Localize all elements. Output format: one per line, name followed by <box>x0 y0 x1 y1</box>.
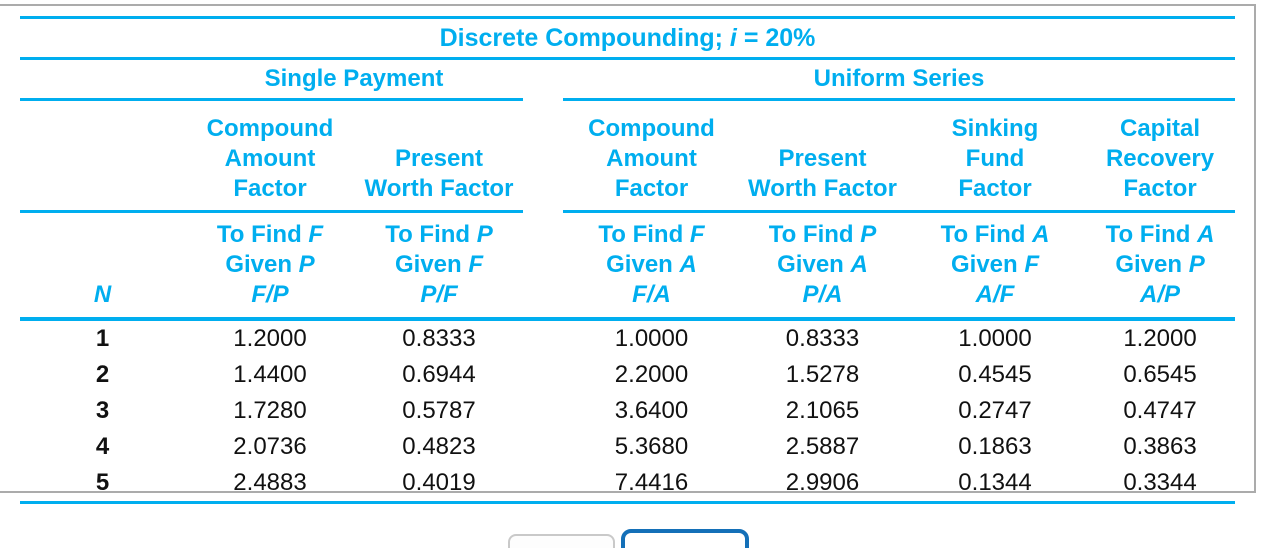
column-header-ap: Capital Recovery Factor <box>1085 99 1236 213</box>
table-cell: 7.4416 <box>614 469 689 496</box>
table-cell: 2.0736 <box>233 433 307 460</box>
gap-cell <box>523 357 563 393</box>
primary-button[interactable] <box>621 529 749 548</box>
table-cell: 2.1065 <box>785 397 860 424</box>
gap-cell <box>523 59 563 100</box>
interest-factor-table: Discrete Compounding; i = 20% Single Pay… <box>20 16 1236 504</box>
table-cell: 0.6545 <box>1123 361 1197 388</box>
gap-cell <box>523 212 563 320</box>
table-cell: 2.9906 <box>785 469 860 496</box>
table-cell: 0.2747 <box>958 397 1032 424</box>
table-cell: 0.8333 <box>785 325 860 352</box>
table-cell: 0.4823 <box>402 433 476 460</box>
table-cell: 3.6400 <box>614 397 689 424</box>
table-title: Discrete Compounding; i = 20% <box>20 16 1236 60</box>
table-cell: 1 <box>95 325 110 352</box>
table-cell: 4 <box>95 433 110 460</box>
table-row: 4 2.0736 0.4823 5.3680 2.5887 0.1863 0.3… <box>20 429 1235 465</box>
table-row: 2 1.4400 0.6944 2.2000 1.5278 0.4545 0.6… <box>20 357 1235 393</box>
column-header-n: N <box>93 281 112 308</box>
table-cell: 1.2000 <box>233 325 307 352</box>
table-cell: 0.4747 <box>1123 397 1197 424</box>
table-row: N To Find F Given P F/P To Find P Given F P/… <box>20 212 1236 320</box>
table-cell: 0.1344 <box>958 469 1032 496</box>
gap-cell <box>523 393 563 429</box>
table-cell: 0.6944 <box>402 361 476 388</box>
table-cell: 0.4545 <box>958 361 1032 388</box>
table-cell: 5 <box>95 469 110 496</box>
gap-cell <box>523 429 563 465</box>
usage-header-af: To Find A Given F A/F <box>940 221 1050 308</box>
usage-header-pa: To Find P Given A P/A <box>768 221 877 308</box>
table-cell: 1.2000 <box>1123 325 1197 352</box>
table-row: 5 2.4883 0.4019 7.4416 2.9906 0.1344 0.3… <box>20 465 1236 503</box>
column-header-pa: Present Worth Factor <box>740 99 905 213</box>
table-row: Discrete Compounding; i = 20% <box>20 16 1236 60</box>
table-cell: 2.2000 <box>614 361 689 388</box>
usage-header-fa: To Find F Given A F/A <box>598 221 705 308</box>
table-row: Single Payment Uniform Series <box>20 58 1236 101</box>
table-cell: 0.3344 <box>1123 469 1197 496</box>
group-header-single-payment: Single Payment <box>185 58 523 101</box>
table-cell: 0.8333 <box>402 325 476 352</box>
usage-header-ap: To Find A Given P A/P <box>1105 221 1215 308</box>
column-header-fa: Compound Amount Factor <box>563 99 740 213</box>
table-cell: 0.4019 <box>402 469 476 496</box>
group-header-uniform-series: Uniform Series <box>563 58 1236 101</box>
gap-cell <box>523 465 563 503</box>
gap-cell <box>523 100 563 212</box>
table-cell: 1.0000 <box>958 325 1032 352</box>
table-cell: 1.4400 <box>233 361 307 388</box>
table-row: 1 1.2000 0.8333 1.0000 0.8333 1.0000 1.2… <box>20 319 1235 357</box>
table-cell: 0.1863 <box>958 433 1032 460</box>
table-cell: 1.5278 <box>785 361 860 388</box>
secondary-button[interactable] <box>508 534 615 548</box>
table-cell: 3 <box>95 397 110 424</box>
table-cell: 1.7280 <box>233 397 307 424</box>
table-cell: 1.0000 <box>614 325 689 352</box>
gap-cell <box>523 319 563 357</box>
table-cell: 0.5787 <box>402 397 476 424</box>
column-header-fp: Compound Amount Factor <box>185 99 355 213</box>
table-cell: 5.3680 <box>614 433 689 460</box>
table-row: 3 1.7280 0.5787 3.6400 2.1065 0.2747 0.4… <box>20 393 1235 429</box>
table-cell: 2.5887 <box>785 433 860 460</box>
usage-header-pf: To Find P Given F P/F <box>385 221 493 308</box>
column-header-af: Sinking Fund Factor <box>905 99 1085 213</box>
table-row: Compound Amount Factor Present Worth Fac… <box>20 99 1236 213</box>
table-cell: 2 <box>95 361 110 388</box>
factor-table-panel: Discrete Compounding; i = 20% Single Pay… <box>0 4 1256 503</box>
table-cell: 2.4883 <box>233 469 307 496</box>
column-header-pf: Present Worth Factor <box>355 99 523 213</box>
spacer-cell <box>20 58 185 101</box>
table-cell: 0.3863 <box>1123 433 1197 460</box>
usage-header-fp: To Find F Given P F/P <box>216 221 324 308</box>
spacer-cell <box>20 99 185 213</box>
